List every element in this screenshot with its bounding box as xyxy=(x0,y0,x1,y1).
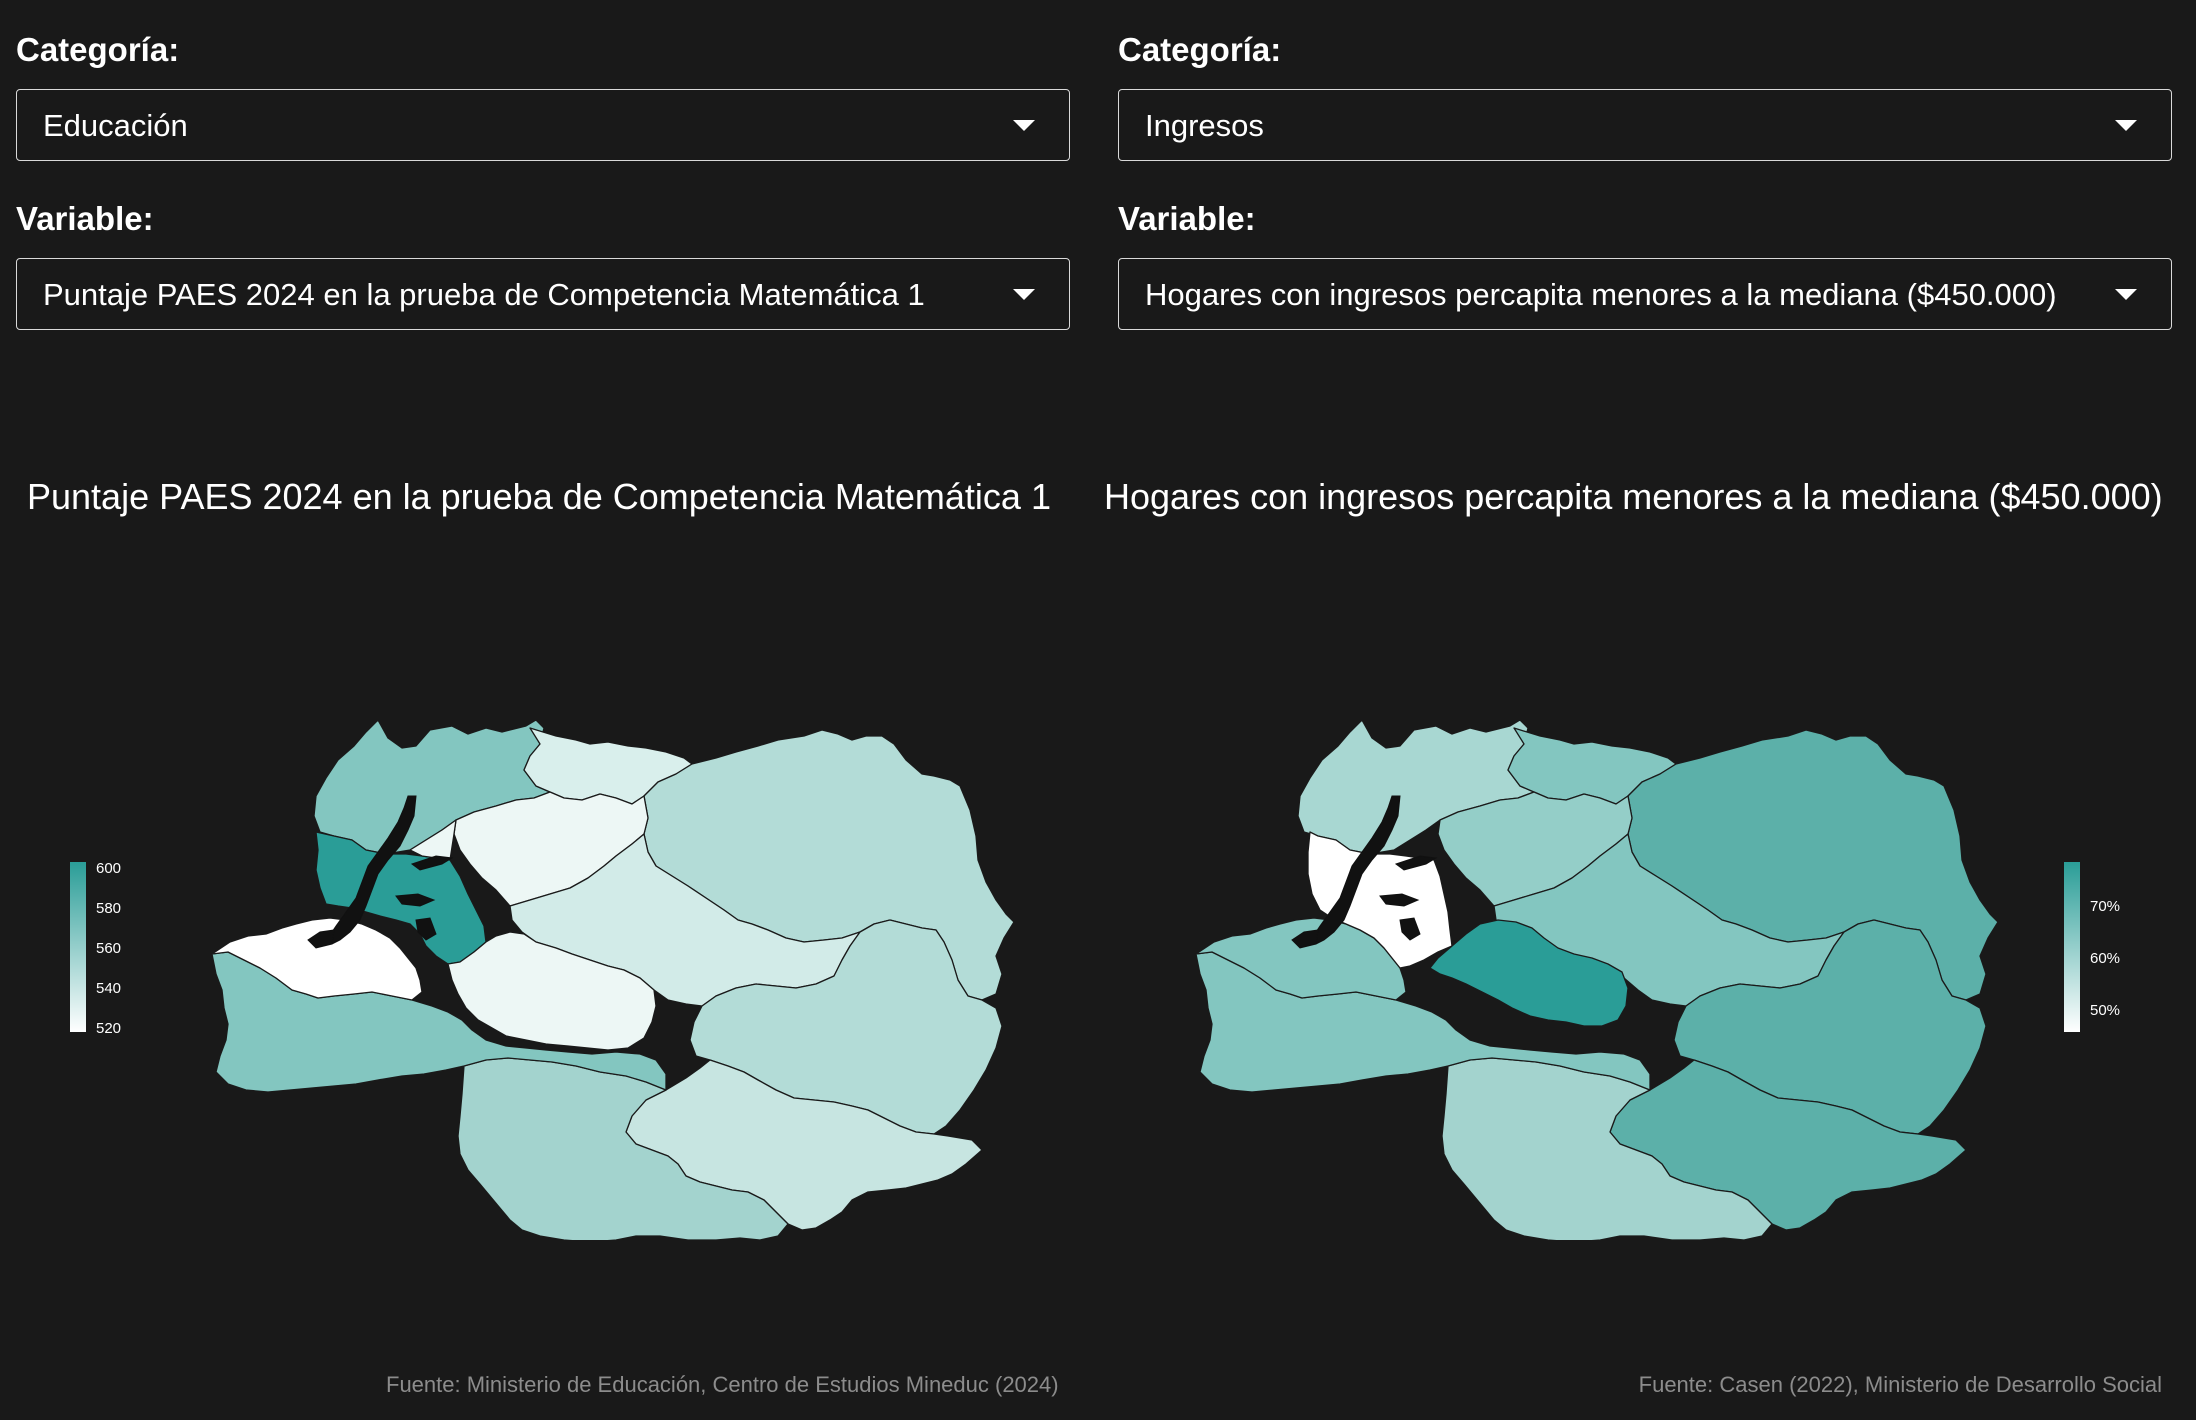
choropleth-map: 70% 60% 50% xyxy=(1195,719,2120,1240)
source-note: Fuente: Casen (2022), Ministerio de Desa… xyxy=(1638,1372,2162,1397)
category-select-value: Educación xyxy=(43,108,188,143)
map-title: Hogares con ingresos percapita menores a… xyxy=(1104,476,2163,517)
lake-shape xyxy=(1291,929,1319,949)
lake-shape xyxy=(1394,855,1438,871)
source-note: Fuente: Ministerio de Educación, Centro … xyxy=(386,1372,1059,1397)
legend-colorbar xyxy=(2064,862,2080,1032)
category-label: Categoría: xyxy=(16,31,180,68)
lake-shape xyxy=(415,917,437,941)
variable-select-value: Puntaje PAES 2024 en la prueba de Compet… xyxy=(43,277,925,312)
legend-tick: 50% xyxy=(2090,1002,2120,1019)
legend-tick: 70% xyxy=(2090,898,2120,915)
lake-shape xyxy=(1311,795,1401,945)
lake-shape xyxy=(395,893,436,907)
lake-shape xyxy=(327,795,417,945)
chevron-down-icon xyxy=(1013,289,1035,300)
lake-shape xyxy=(307,929,335,949)
region-commune xyxy=(447,931,657,1051)
variable-label: Variable: xyxy=(16,200,154,237)
variable-select[interactable]: Puntaje PAES 2024 en la prueba de Compet… xyxy=(16,258,1070,330)
map-title: Puntaje PAES 2024 en la prueba de Compet… xyxy=(27,476,1051,517)
legend-tick: 560 xyxy=(96,940,121,957)
category-select[interactable]: Educación xyxy=(16,89,1070,161)
chevron-down-icon xyxy=(2115,120,2137,131)
choropleth-map: 600 580 560 540 520 xyxy=(70,719,1015,1240)
legend-tick: 60% xyxy=(2090,950,2120,967)
legend-tick: 580 xyxy=(96,900,121,917)
variable-label: Variable: xyxy=(1118,200,1256,237)
variable-select[interactable]: Hogares con ingresos percapita menores a… xyxy=(1118,258,2172,330)
lake-shape xyxy=(410,855,454,871)
lake-shape xyxy=(1399,917,1421,941)
legend-tick: 540 xyxy=(96,980,121,997)
chevron-down-icon xyxy=(1013,120,1035,131)
category-label: Categoría: xyxy=(1118,31,1282,68)
category-select-value: Ingresos xyxy=(1145,108,1264,143)
category-select[interactable]: Ingresos xyxy=(1118,89,2172,161)
left-panel: Categoría: Educación Variable: Puntaje P… xyxy=(16,0,1070,1420)
lake-shape xyxy=(1379,893,1420,907)
variable-select-value: Hogares con ingresos percapita menores a… xyxy=(1145,277,2057,312)
region-commune xyxy=(1195,917,1407,1001)
legend-tick: 600 xyxy=(96,860,121,877)
legend-colorbar xyxy=(70,862,86,1032)
legend-tick: 520 xyxy=(96,1020,121,1037)
region-commune xyxy=(1429,919,1629,1027)
right-panel: Categoría: Ingresos Variable: Hogares co… xyxy=(1104,0,2172,1420)
chevron-down-icon xyxy=(2115,289,2137,300)
region-commune xyxy=(211,917,423,1001)
